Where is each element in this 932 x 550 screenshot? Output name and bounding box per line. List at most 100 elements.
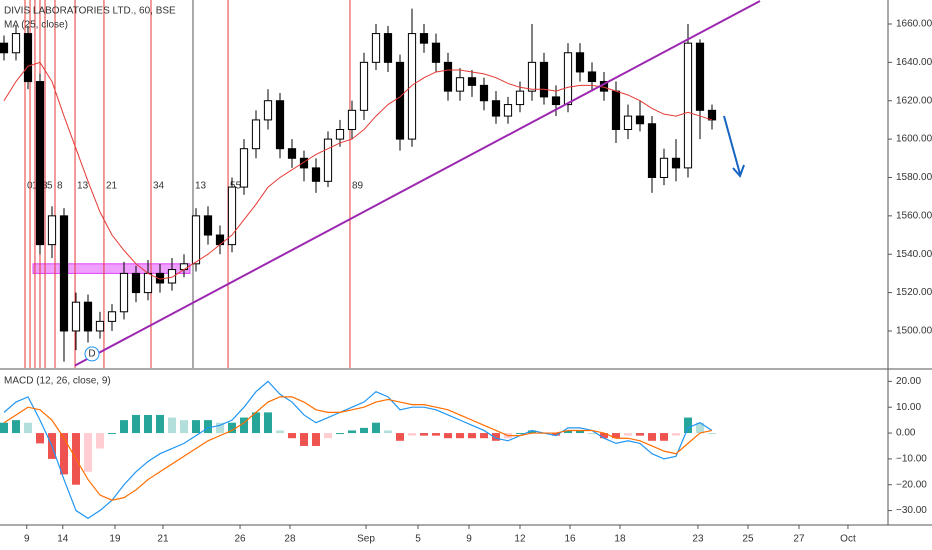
x-tick-label: 27 xyxy=(793,534,805,545)
y-tick-label: 20.00 xyxy=(896,376,921,387)
fib-time-label: 89 xyxy=(352,181,364,192)
fib-time-label: 13 xyxy=(77,181,89,192)
histogram-bar xyxy=(599,433,608,439)
y-tick-label: 1580.00 xyxy=(896,172,932,183)
y-tick-label: −20.00 xyxy=(896,479,927,490)
fib-time-label: 21 xyxy=(106,181,118,192)
macd-line xyxy=(3,380,713,520)
histogram-bar xyxy=(359,427,368,434)
candle-body xyxy=(11,33,21,54)
y-tick-label: 1600.00 xyxy=(896,134,932,145)
y-tick-label: 1560.00 xyxy=(896,210,932,221)
fib-time-label: 8 xyxy=(57,181,63,192)
candle-body xyxy=(299,157,309,169)
histogram-bar xyxy=(59,433,68,475)
candle-body xyxy=(335,129,345,140)
histogram-bar xyxy=(551,433,560,436)
histogram-bar xyxy=(371,422,380,434)
candle-body xyxy=(167,269,177,284)
ma-legend: MA (25, close) xyxy=(4,20,68,31)
histogram-bar xyxy=(515,433,524,435)
fib-time-label: 5 xyxy=(47,181,53,192)
histogram-bar xyxy=(563,430,572,434)
histogram-bar xyxy=(227,422,236,434)
histogram-bar xyxy=(335,433,344,435)
plot-layer: 012358132134135589D xyxy=(0,0,761,520)
candle-body xyxy=(23,33,33,83)
histogram-bar xyxy=(611,433,620,439)
candle-body xyxy=(575,52,585,73)
candle-body xyxy=(647,123,657,178)
candle-body xyxy=(587,71,597,83)
x-tick-label: 26 xyxy=(234,534,246,545)
highlight-zone xyxy=(32,263,191,274)
candle-body xyxy=(239,148,249,188)
histogram-bar xyxy=(155,414,164,434)
candle-body xyxy=(119,272,129,313)
candle-body xyxy=(683,42,693,169)
drawn-arrow-head xyxy=(732,164,745,178)
candle-body xyxy=(527,61,537,92)
candle-body xyxy=(263,100,273,121)
histogram-bar xyxy=(323,433,332,439)
candle-body xyxy=(479,84,489,102)
macd-line xyxy=(3,396,713,501)
candle-body xyxy=(503,104,513,117)
candle-body xyxy=(707,109,717,121)
trendline xyxy=(74,0,761,367)
histogram-bar xyxy=(179,420,188,434)
histogram-bar xyxy=(203,420,212,434)
dividend-marker-label: D xyxy=(88,349,95,360)
candle-body xyxy=(95,320,105,332)
histogram-bar xyxy=(167,417,176,434)
y-tick-label: 10.00 xyxy=(896,402,921,413)
histogram-bar xyxy=(671,433,680,436)
candle-body xyxy=(611,90,621,131)
x-tick-label: 12 xyxy=(514,534,526,545)
candle-body xyxy=(395,61,405,140)
candle-body xyxy=(227,186,237,246)
drawn-arrow xyxy=(723,115,741,175)
candle-body xyxy=(47,215,57,246)
histogram-bar xyxy=(383,430,392,434)
histogram-bar xyxy=(659,433,668,441)
y-tick-label: 1500.00 xyxy=(896,326,932,337)
y-tick-label: 1540.00 xyxy=(896,249,932,260)
candle-body xyxy=(251,119,261,150)
histogram-bar xyxy=(239,417,248,434)
histogram-bar xyxy=(191,420,200,434)
candle-body xyxy=(71,301,81,332)
candle-body xyxy=(35,81,45,246)
candle-body xyxy=(371,33,381,63)
histogram-bar xyxy=(419,433,428,436)
histogram-bar xyxy=(0,422,8,434)
fib-time-label: 34 xyxy=(153,181,165,192)
y-tick-label: 1620.00 xyxy=(896,95,932,106)
x-tick-label: Sep xyxy=(357,534,375,545)
histogram-bar xyxy=(707,433,716,435)
histogram-bar xyxy=(215,422,224,434)
candle-body xyxy=(671,157,681,169)
x-tick-label: 5 xyxy=(415,534,421,545)
histogram-bar xyxy=(467,433,476,439)
histogram-bar xyxy=(395,433,404,441)
candle-body xyxy=(59,215,69,332)
candle-body xyxy=(0,42,9,54)
candle-body xyxy=(551,96,561,106)
candle-body xyxy=(695,42,705,111)
x-tick-label: 18 xyxy=(614,534,626,545)
chart-title: DIVIS LABORATORIES LTD., 60, BSE xyxy=(4,6,176,17)
candle-body xyxy=(407,33,417,140)
candle-body xyxy=(347,109,357,131)
candle-body xyxy=(275,100,285,150)
x-tick-label: 21 xyxy=(157,534,169,545)
histogram-bar xyxy=(263,412,272,434)
histogram-bar xyxy=(575,430,584,434)
candle-body xyxy=(419,33,429,44)
candle-body xyxy=(191,215,201,265)
histogram-bar xyxy=(131,414,140,434)
histogram-bar xyxy=(635,433,644,436)
histogram-bar xyxy=(287,433,296,439)
histogram-bar xyxy=(623,433,632,436)
